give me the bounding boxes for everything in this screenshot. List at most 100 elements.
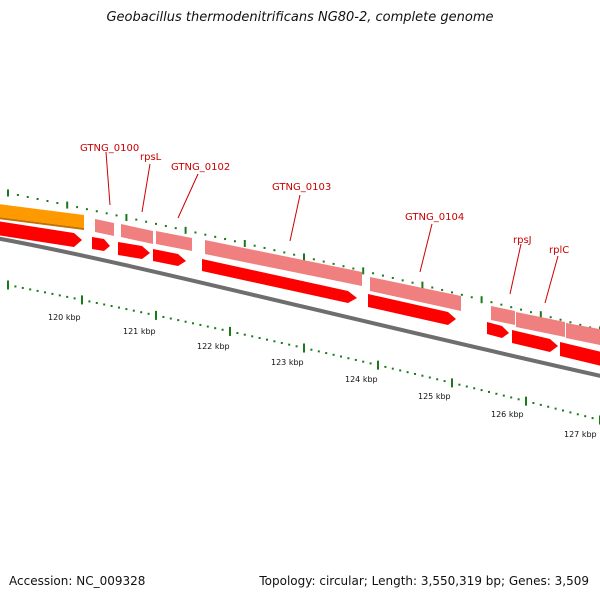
ruler-label-125: 125 kbp: [418, 392, 451, 401]
gene-label-gtng-0104: GTNG_0104: [405, 212, 464, 223]
ruler-tick: [421, 374, 424, 377]
ruler-tick: [206, 325, 209, 328]
ruler-tick: [221, 328, 224, 331]
upper-track-tick: [510, 306, 513, 309]
map-title: Geobacillus thermodenitrificans NG80-2, …: [106, 10, 494, 25]
upper-track-tick: [539, 311, 542, 319]
gene-label-rplc: rplC: [549, 245, 569, 256]
upper-track-tick: [579, 323, 582, 326]
ruler-tick: [303, 343, 305, 353]
ruler-tick: [584, 415, 587, 418]
ruler-tick: [576, 413, 579, 416]
gene-bar-4: [205, 240, 362, 286]
ruler-tick: [377, 360, 379, 370]
ruler-tick: [495, 392, 498, 395]
upper-track-tick: [559, 318, 562, 321]
ruler-tick: [118, 306, 120, 309]
ruler-tick: [81, 295, 83, 305]
ruler-tick: [465, 385, 468, 388]
ruler-tick: [177, 319, 180, 322]
upper-track-tick: [174, 227, 177, 230]
gene-bar-2: [121, 224, 153, 244]
upper-track-tick: [480, 296, 483, 304]
upper-track-tick: [194, 231, 197, 234]
ruler-tick: [473, 387, 476, 390]
ruler-tick: [58, 294, 61, 297]
cds-arrow-1: [0, 221, 82, 247]
ruler-tick: [155, 310, 157, 320]
ruler-tick: [510, 396, 513, 399]
cds-arrow-5: [202, 259, 357, 303]
upper-track-tick: [342, 265, 345, 268]
gene-label-gtng-0100: GTNG_0100: [80, 143, 139, 154]
upper-track-tick: [569, 321, 572, 324]
upper-track-tick: [214, 235, 217, 238]
cds-arrow-6: [368, 294, 456, 325]
ruler-label-123: 123 kbp: [271, 358, 304, 367]
upper-track-tick: [293, 253, 296, 256]
upper-track-tick: [85, 208, 88, 211]
ruler-tick: [243, 333, 246, 336]
upper-track-tick: [224, 238, 227, 241]
ruler-tick: [110, 305, 113, 308]
upper-track-tick: [145, 220, 148, 223]
ruler-tick: [162, 315, 165, 318]
gene-label-rpsj: rpsJ: [513, 235, 532, 246]
upper-track-tick: [283, 251, 286, 254]
upper-track-tick: [362, 267, 365, 275]
ruler-tick: [44, 291, 46, 294]
upper-track-tick: [36, 197, 39, 200]
gene-bar-1: [95, 219, 114, 236]
ruler-tick: [458, 383, 461, 386]
ruler-tick: [502, 394, 505, 397]
upper-track-tick: [164, 225, 167, 228]
ruler-tick: [251, 335, 254, 338]
ruler-tick: [451, 378, 453, 388]
upper-track-tick: [332, 262, 335, 265]
ruler-tick: [169, 317, 172, 320]
upper-track-tick: [500, 303, 503, 306]
upper-track-tick: [125, 214, 128, 222]
upper-track-tick: [431, 286, 434, 289]
ruler-tick: [184, 320, 187, 323]
ruler-tick: [436, 378, 439, 381]
upper-track-tick: [352, 267, 355, 270]
upper-track-tick: [372, 272, 375, 275]
ruler-tick: [103, 303, 106, 306]
label-leaders: [105, 151, 559, 304]
ruler-tick: [562, 409, 564, 412]
gene-bar-8: [566, 323, 600, 345]
ruler-tick: [488, 390, 490, 393]
upper-track-tick: [273, 249, 276, 252]
genome-summary-text: Topology: circular; Length: 3,550,319 bp…: [259, 574, 589, 588]
ruler-tick: [414, 372, 416, 375]
ruler-tick: [539, 403, 542, 406]
ruler-tick: [125, 308, 128, 311]
upper-track-tick: [105, 212, 108, 215]
ruler-label-120: 120 kbp: [48, 313, 81, 322]
ruler-tick: [354, 358, 357, 361]
upper-track-tick: [411, 281, 414, 284]
ruler-label-121: 121 kbp: [123, 327, 156, 336]
upper-track-tick: [263, 246, 266, 249]
upper-track-tick: [7, 189, 9, 197]
upper-track-tick: [66, 201, 69, 209]
ruler-label-124: 124 kbp: [345, 375, 378, 384]
ruler-tick: [29, 288, 32, 291]
upper-track-tick: [253, 244, 256, 247]
ruler-tick: [399, 369, 402, 372]
ruler-tick: [362, 360, 365, 363]
feature-orange-bar: [0, 204, 84, 228]
cds-arrow-4: [153, 249, 186, 266]
gene-label-gtng-0102: GTNG_0102: [171, 162, 230, 173]
upper-track-tick: [391, 276, 394, 279]
ruler-tick: [391, 367, 394, 370]
ruler-tick: [332, 353, 335, 356]
cds-arrow-3: [118, 242, 150, 259]
upper-track-tick: [115, 214, 118, 217]
ruler-tick: [132, 309, 135, 312]
gene-label-rpsl: rpsL: [140, 152, 162, 163]
gene-label-gtng-0103: GTNG_0103: [272, 182, 331, 193]
genome-backbone: [0, 236, 600, 378]
